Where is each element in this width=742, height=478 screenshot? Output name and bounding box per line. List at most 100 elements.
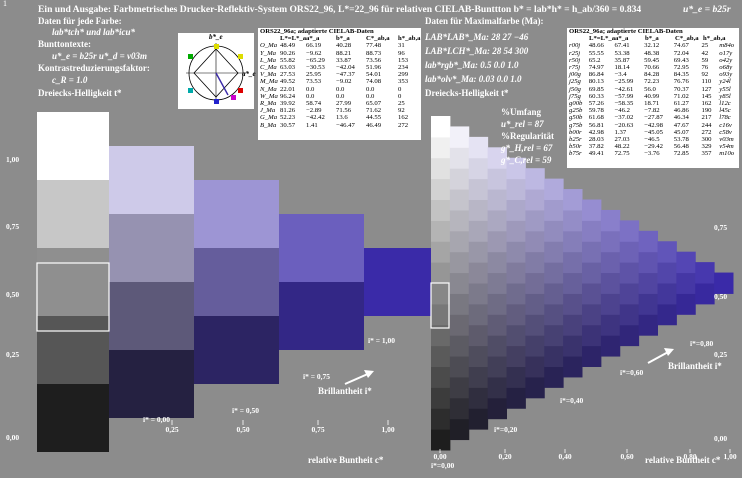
- right-chart-cell: [638, 293, 658, 315]
- right-chart-cell: [544, 241, 564, 263]
- right-x-tick: 0,40: [558, 452, 571, 461]
- table-cell: 84.35: [673, 71, 689, 79]
- table-cell: 153: [398, 56, 409, 64]
- info-line-1: Daten für jede Farbe:: [38, 16, 122, 26]
- table-cell: 217: [701, 114, 712, 122]
- table-cell: N_Ma: [260, 85, 277, 93]
- right-chart-cell: [714, 272, 734, 294]
- right-chart-cell: [525, 168, 545, 190]
- table-cell: −3.4: [614, 71, 627, 79]
- table-cell: 71.02: [673, 92, 689, 100]
- table-cell: 72.23: [644, 78, 660, 86]
- right-chart-cell: [619, 220, 640, 242]
- table-cell: 58.74: [306, 100, 322, 108]
- right-chart-cell: [544, 199, 564, 221]
- table-cell: v03m: [719, 136, 734, 144]
- table-cell: −45.05: [644, 128, 663, 136]
- table-cell: b25r: [569, 136, 582, 144]
- right-chart-cell: [468, 178, 489, 200]
- table-row: r50j 65.2 35.87 59.45 69.43 59 o42y: [567, 57, 739, 64]
- right-chart-cell: [449, 189, 470, 211]
- table-cell: o42y: [719, 56, 733, 64]
- table-cell: 69.85: [588, 85, 604, 93]
- table-cell: 56.0: [644, 85, 656, 93]
- table-cell: b*_a: [645, 35, 659, 43]
- table-cell: 357: [701, 150, 712, 158]
- right-chart-cell: [431, 387, 451, 409]
- right-chart-cell: [582, 220, 602, 242]
- right-chart-cell: [525, 356, 545, 378]
- right-chart-cell: [638, 314, 658, 336]
- table-cell: 92: [701, 71, 709, 79]
- right-chart-cell: [468, 366, 489, 388]
- right-chart-cell: [600, 230, 621, 253]
- right-chart-cell: [468, 199, 489, 221]
- right-chart-cell: [468, 136, 489, 159]
- right-chart-cell: [525, 293, 545, 315]
- table-row: j50g 69.85 −42.61 56.0 70.37 127 y55l: [567, 86, 739, 93]
- right-chart-cell: [525, 209, 545, 232]
- table-cell: L*=L*_a: [589, 35, 616, 43]
- right-chart-cell: [487, 209, 507, 232]
- right-chart-cell: [468, 408, 489, 430]
- table-cell: 329: [701, 143, 712, 151]
- right-chart-cell: [619, 303, 640, 326]
- right-chart-cell: [468, 157, 489, 180]
- left-chart-cell: [37, 180, 109, 248]
- table-row: C_Ma 63.03 −30.53 −42.04 51.96 234: [258, 64, 421, 71]
- table-cell: 71.62: [366, 107, 382, 115]
- table-cell: 57.26: [588, 100, 604, 108]
- table-cell: −29.42: [644, 143, 663, 151]
- right-chart-cell: [431, 199, 451, 221]
- right-y-tick: 0,25: [714, 350, 727, 359]
- table-cell: −9.02: [336, 78, 352, 86]
- table-cell: b00r: [569, 128, 582, 136]
- left-y-tick: 1,00: [6, 155, 19, 164]
- right-chart-cell: [487, 251, 507, 274]
- table-cell: m84o: [719, 42, 735, 50]
- table-row: Y_Ma 90.26 −9.62 88.21 88.73 96: [258, 50, 421, 57]
- table-cell: −46.47: [336, 121, 355, 129]
- table-cell: M_Ma: [260, 78, 278, 86]
- right-chart-cell: [449, 356, 470, 378]
- table-cell: r25j: [569, 49, 581, 57]
- table-cell: b50r: [569, 143, 582, 151]
- right-chart-cell: [544, 220, 564, 242]
- table-cell: 22.01: [280, 85, 296, 93]
- table-cell: b*_a: [336, 35, 350, 43]
- mid-g-tri: g*_H,rel = 67: [501, 143, 553, 153]
- right-chart-cell: [619, 324, 640, 347]
- right-chart-cell: [544, 303, 564, 326]
- table-cell: 52.23: [280, 114, 296, 122]
- cielab-table-hues: ORS22_96a; adaptierte CIELAB-Daten L*=L*…: [567, 28, 739, 168]
- mid-g-cd: g*_C,rel = 59: [501, 155, 552, 165]
- table-cell: 63.03: [280, 64, 296, 72]
- right-chart-cell: [506, 157, 526, 180]
- right-chart-cell: [506, 199, 526, 221]
- right-chart-cell: [487, 356, 507, 378]
- table-cell: 0.0: [366, 85, 375, 93]
- right-chart-cell: [582, 283, 602, 305]
- right-chart-cell: [582, 303, 602, 326]
- left-annotation-i50: i* = 0,50: [232, 406, 259, 415]
- table-row: j75g 60.33 −57.99 40.99 71.02 145 y85l: [567, 93, 739, 100]
- right-chart-cell: [525, 314, 545, 336]
- table-cell: C*_ab,a: [366, 35, 390, 43]
- table-cell: 76.76: [673, 78, 689, 86]
- table-cell: y55l: [719, 85, 731, 93]
- right-chart-cell: [431, 324, 451, 347]
- table-cell: 60.33: [588, 92, 604, 100]
- table-cell: 27.99: [336, 100, 352, 108]
- table-cell: 18.14: [614, 64, 630, 72]
- table-cell: −2.89: [306, 107, 322, 115]
- table-cell: 56.81: [588, 121, 604, 129]
- table-cell: −7.82: [644, 107, 660, 115]
- right-annotation-i0: i*=0,00: [431, 461, 454, 470]
- table-cell: 0.0: [306, 92, 315, 100]
- left-white-patch: [37, 116, 107, 161]
- table-cell: j50g: [569, 85, 581, 93]
- table-cell: 96.24: [280, 92, 296, 100]
- right-chart-cell: [468, 241, 489, 263]
- table-cell: g25b: [569, 107, 583, 115]
